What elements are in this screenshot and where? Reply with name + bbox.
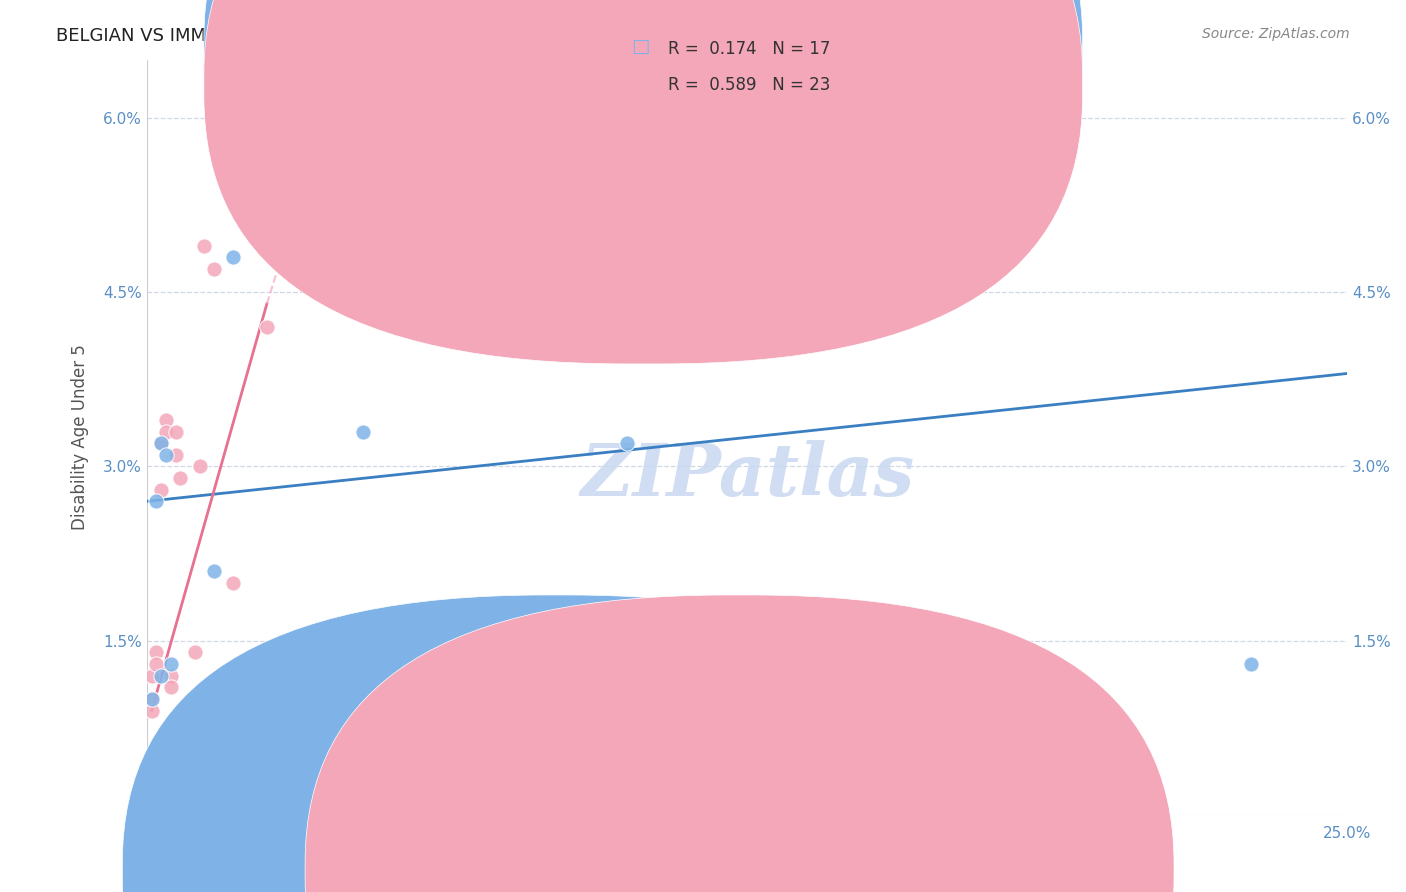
Point [165,448,187,462]
Point [141,669,163,683]
Point [193,238,215,252]
Point [184,645,207,659]
Point [202,564,225,578]
Point [352,425,374,439]
Point [222,575,245,590]
Point [150,483,173,497]
Point [654,610,676,624]
Point [150,436,173,450]
Text: Source: ZipAtlas.com: Source: ZipAtlas.com [1202,27,1350,41]
Point [141,704,163,718]
Point [155,413,177,427]
Point [304,285,326,299]
Point [184,750,207,764]
Point [160,681,183,695]
Text: □: □ [631,37,650,56]
Text: Belgians: Belgians [586,863,651,877]
Point [160,657,183,671]
Point [155,448,177,462]
Text: ZIPatlas: ZIPatlas [581,440,914,511]
Text: R =  0.174   N = 17: R = 0.174 N = 17 [668,40,830,58]
Point [150,669,173,683]
Point [145,645,167,659]
Point [640,599,662,613]
Point [169,471,191,485]
Point [256,320,278,334]
Point [1240,657,1263,671]
Point [141,692,163,706]
Point [616,436,638,450]
Point [165,425,187,439]
Point [222,250,245,264]
Y-axis label: Disability Age Under 5: Disability Age Under 5 [72,344,89,531]
Point [188,459,211,474]
Point [880,296,903,310]
Text: Immigrants from Cameroon: Immigrants from Cameroon [710,863,921,877]
Point [145,494,167,508]
Point [385,610,408,624]
Point [242,180,264,194]
Point [160,669,183,683]
Point [145,657,167,671]
Text: R =  0.589   N = 23: R = 0.589 N = 23 [668,76,830,94]
Text: BELGIAN VS IMMIGRANTS FROM CAMEROON DISABILITY AGE UNDER 5 CORRELATION CHART: BELGIAN VS IMMIGRANTS FROM CAMEROON DISA… [56,27,890,45]
Point [150,436,173,450]
Point [155,425,177,439]
Point [202,261,225,276]
Point [366,610,388,624]
Point [250,203,273,218]
Point [141,692,163,706]
